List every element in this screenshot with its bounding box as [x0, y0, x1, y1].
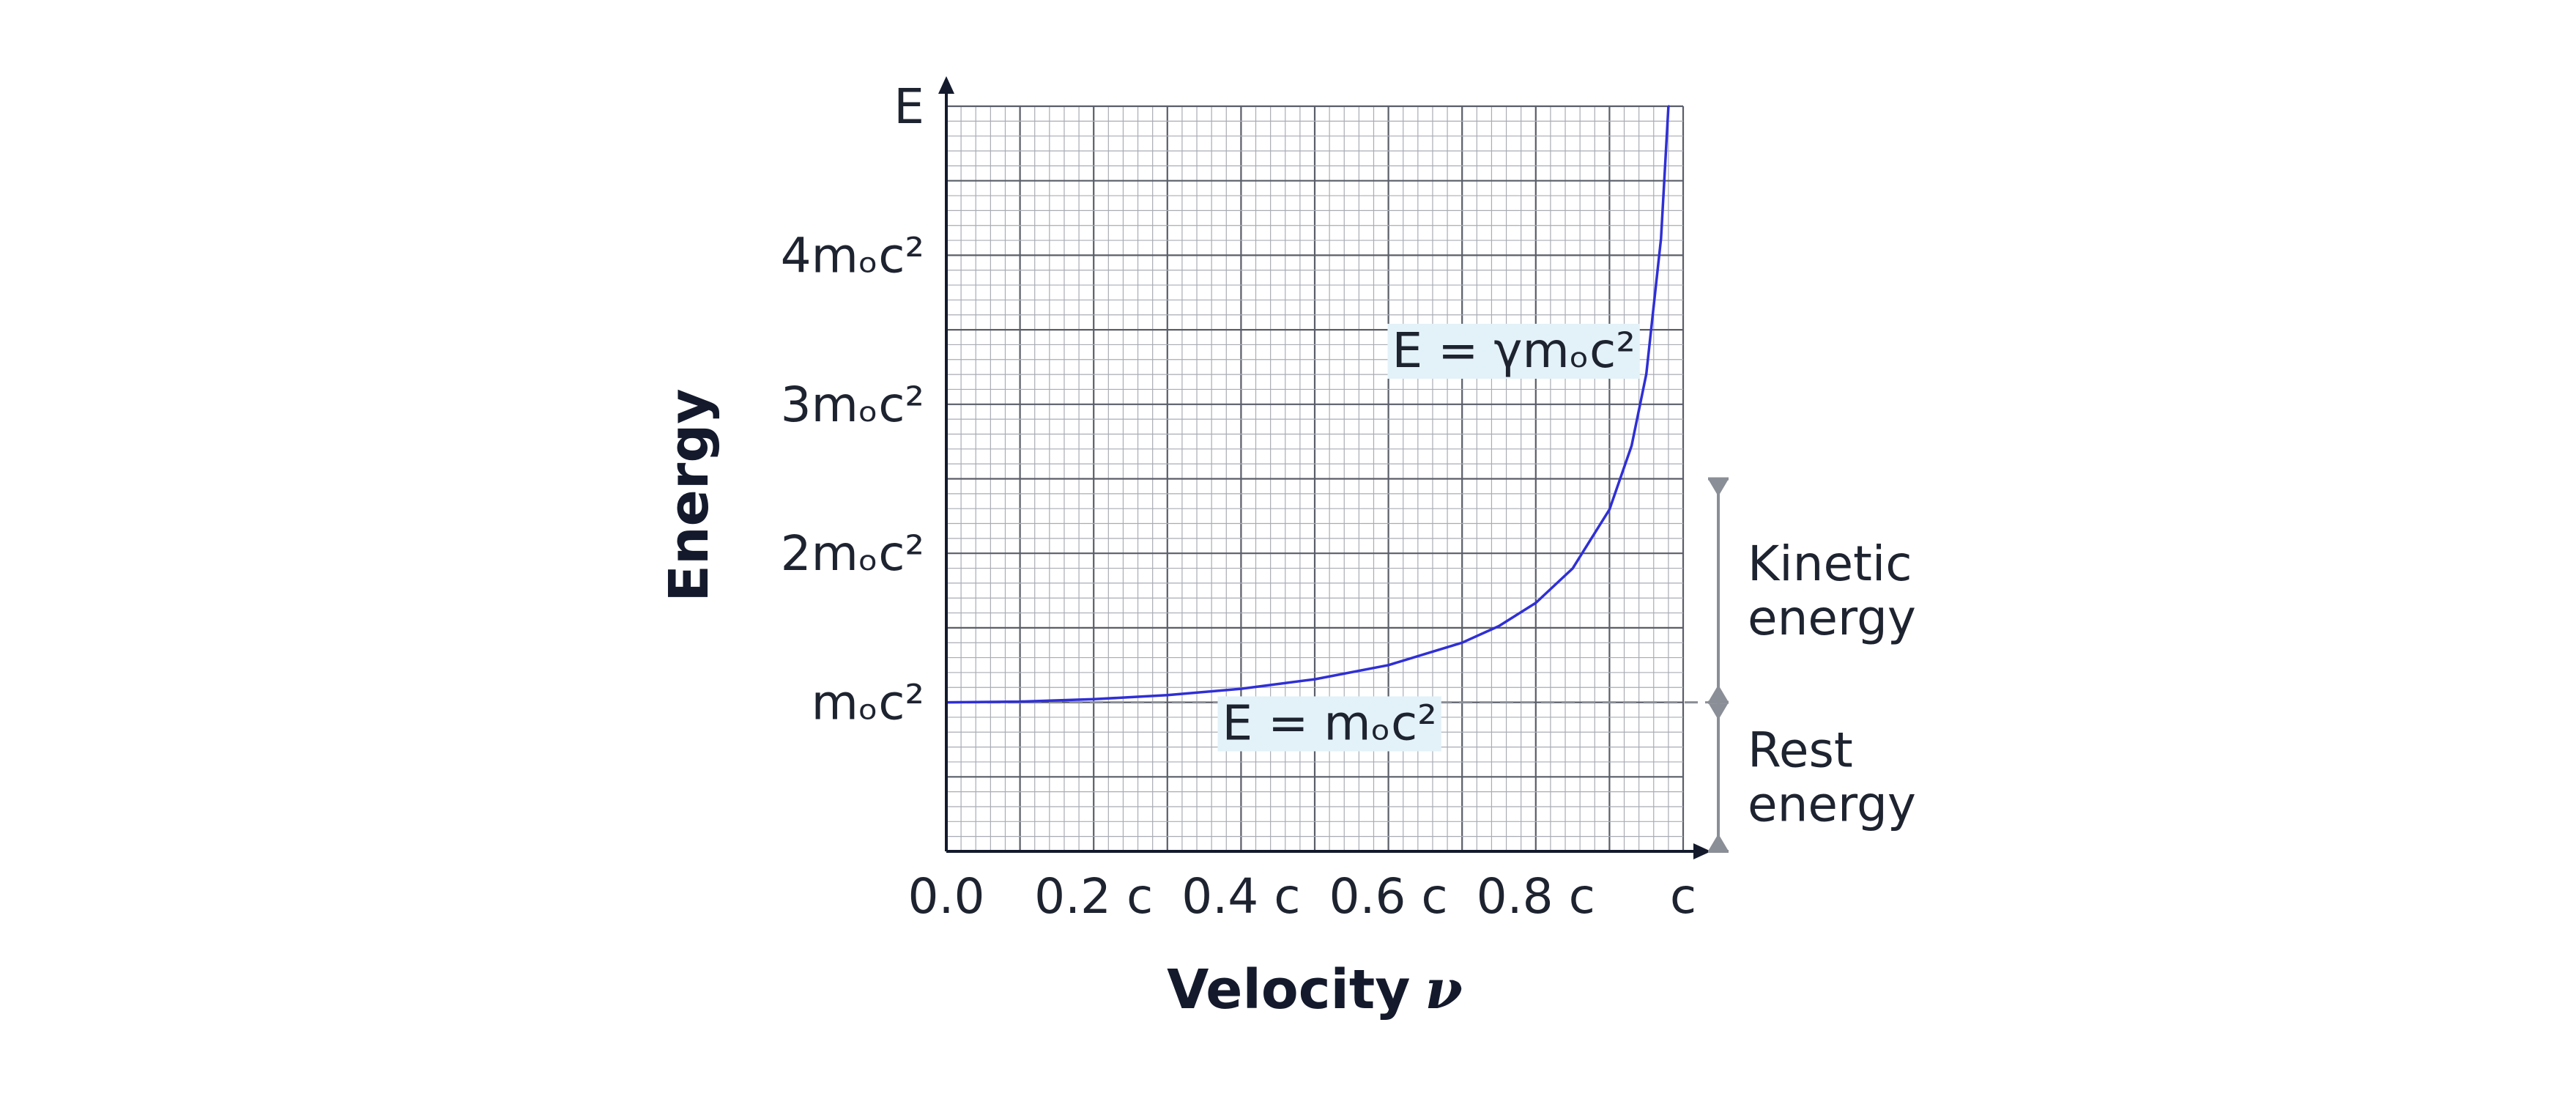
annotation-text: E = γmₒc² [1392, 322, 1635, 379]
bracket-label: Kinetic [1748, 536, 1912, 592]
y-tick-label: mₒc² [812, 675, 924, 731]
curve-layer [946, 105, 1670, 704]
axes [938, 76, 1711, 859]
y-axis-title: Energy [658, 388, 721, 602]
bracket-arrow [1709, 480, 1728, 497]
x-axis-symbol: ν [1425, 958, 1463, 1021]
x-axis-title-text: Velocity [1167, 958, 1410, 1021]
x-tick-label: 0.0 [908, 868, 985, 925]
x-tick-labels: 0.0 0.2 c 0.4 c 0.6 c 0.8 c c [908, 868, 1697, 925]
bracket-label: Rest [1748, 722, 1853, 778]
annotations: E = γmₒc² E = mₒc² [1217, 322, 1640, 752]
x-tick-label: 0.8 c [1477, 868, 1595, 925]
bracket-arrow [1709, 834, 1728, 850]
y-tick-labels: mₒc² 2mₒc² 3mₒc² 4mₒc² E [781, 78, 924, 731]
annotation-background [1217, 696, 1441, 752]
y-tick-label: 2mₒc² [781, 525, 924, 582]
x-tick-label: 0.2 c [1034, 868, 1153, 925]
annotation: E = mₒc² [1217, 695, 1441, 752]
bracket-label: energy [1748, 776, 1916, 832]
series-line-0 [946, 105, 1670, 704]
x-tick-label: 0.6 c [1329, 868, 1447, 925]
bracket-label: energy [1748, 590, 1916, 646]
x-axis-arrow [1693, 843, 1711, 859]
y-tick-label: E [894, 78, 924, 135]
y-tick-label: 4mₒc² [781, 227, 924, 284]
bracket-arrow [1709, 684, 1728, 701]
x-tick-label: 0.4 c [1181, 868, 1300, 925]
bracket-arrow [1709, 703, 1728, 720]
annotation-text: E = mₒc² [1222, 695, 1436, 751]
axis-titles: Velocity ν Energy [658, 388, 1463, 1021]
annotation-background [1387, 323, 1640, 379]
y-axis-arrow [938, 76, 954, 94]
x-tick-label: c [1670, 868, 1696, 925]
annotation: E = γmₒc² [1387, 322, 1640, 379]
x-axis-title: Velocity ν [1167, 958, 1463, 1021]
y-tick-label: 3mₒc² [781, 377, 924, 433]
